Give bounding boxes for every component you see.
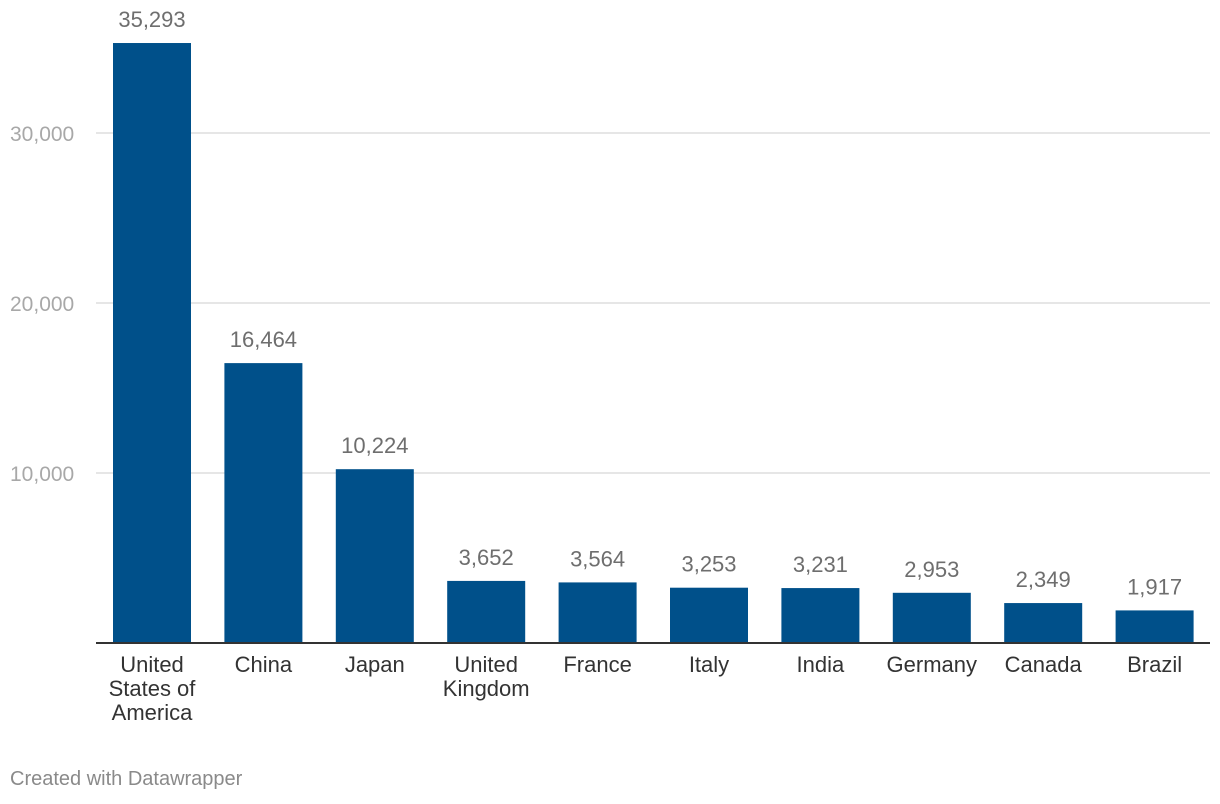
category-label: United States of America xyxy=(109,652,197,725)
data-label: 3,253 xyxy=(681,552,736,577)
bar xyxy=(892,592,971,643)
category-label: Japan xyxy=(345,652,405,677)
category-label-line: Kingdom xyxy=(443,676,530,701)
bar xyxy=(447,580,526,643)
category-label-line: France xyxy=(563,652,631,677)
category-label: Italy xyxy=(689,652,729,677)
category-label: United Kingdom xyxy=(443,652,530,701)
category-label-line: India xyxy=(797,652,845,677)
category-label-line: Canada xyxy=(1005,652,1083,677)
category-label-line: America xyxy=(112,700,193,725)
data-label: 10,224 xyxy=(341,433,408,458)
category-label-line: Brazil xyxy=(1127,652,1182,677)
bar xyxy=(670,587,748,643)
bar xyxy=(113,43,191,644)
category-label-line: Germany xyxy=(887,652,977,677)
category-label: Brazil xyxy=(1127,652,1182,677)
category-label: France xyxy=(563,652,631,677)
category-label-line: United xyxy=(120,652,184,677)
data-label: 2,349 xyxy=(1016,567,1071,592)
category-label: China xyxy=(235,652,293,677)
data-label: 2,953 xyxy=(904,557,959,582)
bar-chart: 10,000 20,000 30,000 35,293 16,464 10,224 3,6… xyxy=(10,7,1210,725)
category-label-line: States of xyxy=(109,676,197,701)
bar xyxy=(1115,610,1194,643)
y-tick-label: 10,000 xyxy=(10,463,74,486)
bar xyxy=(781,588,860,643)
y-tick-label: 30,000 xyxy=(10,123,74,146)
bar xyxy=(335,469,414,643)
category-label: Germany xyxy=(887,652,977,677)
category-label: Canada xyxy=(1005,652,1083,677)
category-label-line: Japan xyxy=(345,652,405,677)
bar xyxy=(558,582,637,643)
data-label: 35,293 xyxy=(118,7,185,32)
credit-text: Created with Datawrapper xyxy=(10,768,243,790)
y-axis-ticks: 10,000 20,000 30,000 xyxy=(10,123,74,486)
bar xyxy=(224,363,303,643)
data-label: 16,464 xyxy=(230,327,297,352)
data-label: 1,917 xyxy=(1127,574,1182,599)
category-label-line: Italy xyxy=(689,652,729,677)
bar xyxy=(1004,603,1083,643)
y-tick-label: 20,000 xyxy=(10,293,74,316)
data-labels: 35,293 16,464 10,224 3,652 3,564 3,253 3,231 2,… xyxy=(118,7,1182,599)
data-label: 3,564 xyxy=(570,546,625,571)
category-label: India xyxy=(797,652,845,677)
category-label-line: United xyxy=(454,652,518,677)
data-label: 3,231 xyxy=(793,552,848,577)
bars xyxy=(113,43,1194,644)
data-label: 3,652 xyxy=(459,545,514,570)
category-label-line: China xyxy=(235,652,293,677)
